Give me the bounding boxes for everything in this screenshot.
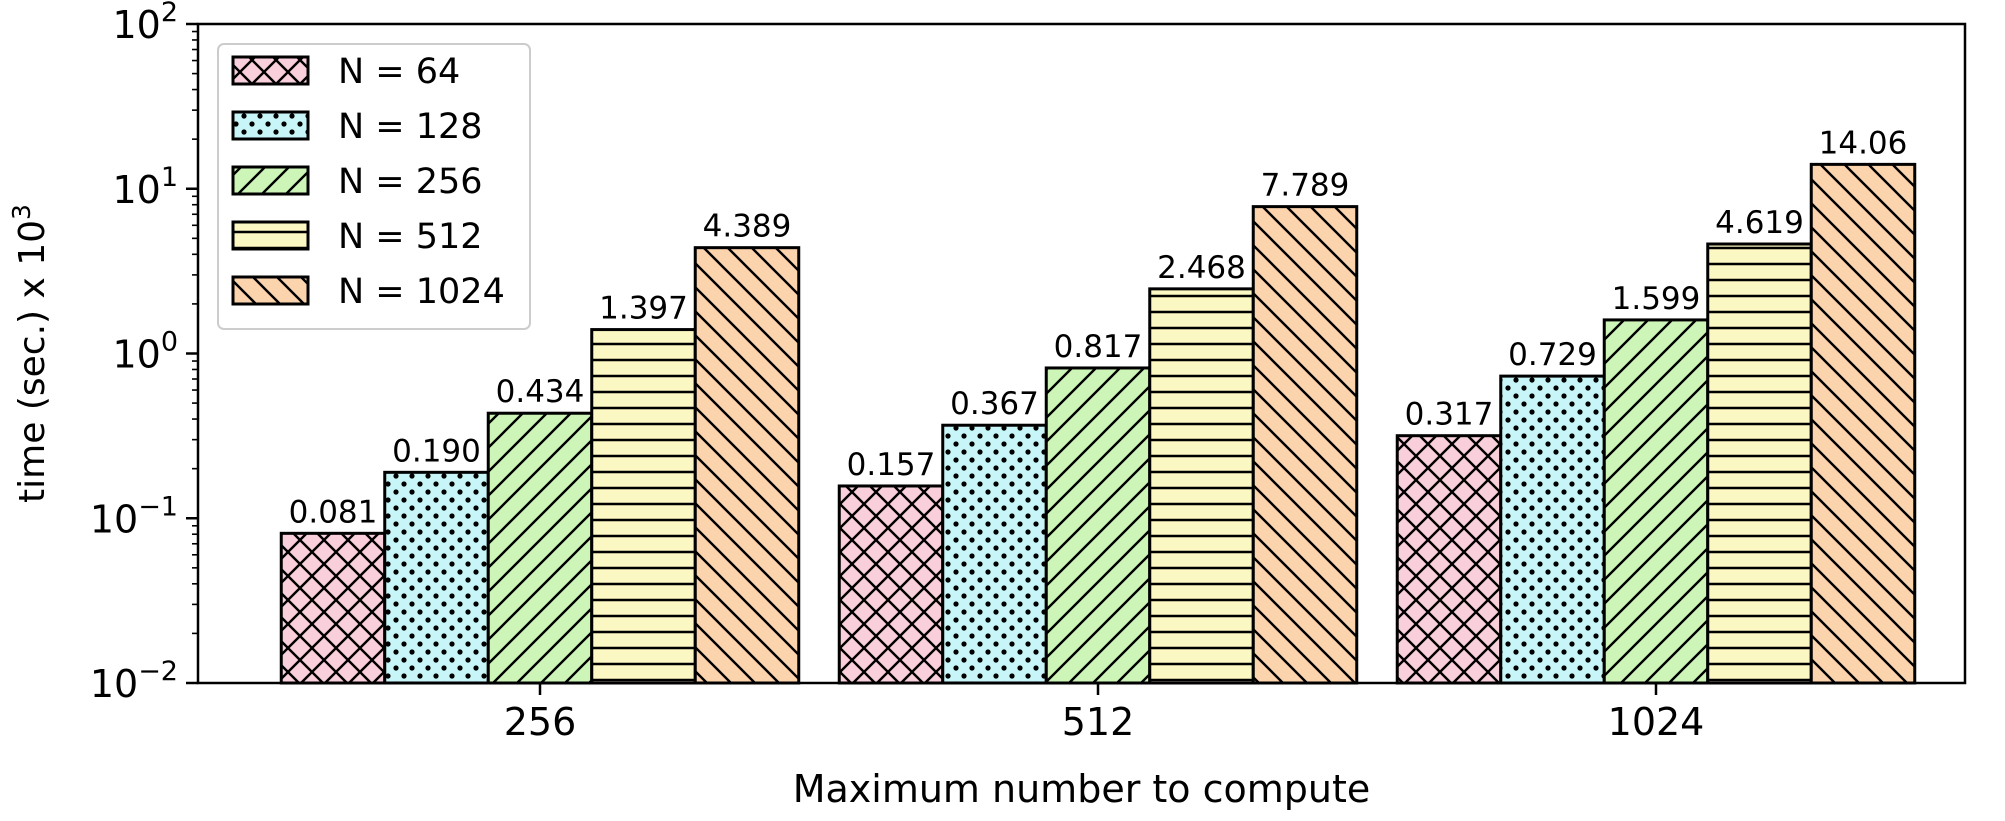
bar-512-series-0 bbox=[837, 484, 945, 685]
bar-512-series-2 bbox=[1044, 366, 1152, 685]
bar-value-label: 0.190 bbox=[392, 433, 481, 469]
bar-256-series-2 bbox=[486, 411, 594, 685]
x-tick-label: 256 bbox=[504, 700, 577, 744]
bar-1024-series-1 bbox=[1499, 374, 1606, 685]
legend-label: N = 64 bbox=[338, 52, 460, 92]
bar-256-series-1 bbox=[383, 470, 490, 685]
bar-value-label: 0.317 bbox=[1405, 397, 1494, 433]
y-tick-label: 102 bbox=[112, 0, 178, 47]
bar-value-label: 0.157 bbox=[847, 447, 936, 483]
x-axis-title: Maximum number to compute bbox=[793, 767, 1371, 811]
y-tick-label: 101 bbox=[112, 162, 178, 212]
bar-value-label: 7.789 bbox=[1261, 168, 1350, 204]
bar-512-series-1 bbox=[941, 423, 1048, 685]
legend-swatch bbox=[231, 110, 310, 141]
bar-value-label: 4.389 bbox=[703, 209, 792, 245]
legend-label: N = 128 bbox=[338, 107, 483, 147]
legend-swatch bbox=[231, 220, 310, 251]
bar-256-series-0 bbox=[279, 531, 387, 685]
y-axis-title-main: time (sec.) x 10 bbox=[12, 220, 53, 503]
y-axis-title-exponent: 3 bbox=[7, 204, 36, 220]
legend-label: N = 1024 bbox=[338, 272, 505, 312]
legend-label: N = 512 bbox=[338, 217, 483, 257]
bar-value-label: 14.06 bbox=[1819, 125, 1908, 161]
legend-swatch bbox=[231, 275, 310, 306]
data-labels-layer: 0.081 0.190 0.434 1.397 4.389 0.157 0.367 0.817… bbox=[289, 125, 1908, 530]
legend-swatch bbox=[231, 165, 310, 196]
legend-label: N = 256 bbox=[338, 162, 483, 202]
x-tick-label: 512 bbox=[1062, 700, 1135, 744]
bar-value-label: 4.619 bbox=[1715, 205, 1804, 241]
bar-value-label: 0.081 bbox=[289, 494, 378, 530]
x-tick-label: 1024 bbox=[1608, 700, 1705, 744]
bar-1024-series-3 bbox=[1706, 242, 1813, 685]
y-tick-label: 10−2 bbox=[90, 656, 178, 706]
bar-512-series-4 bbox=[1251, 205, 1359, 685]
bar-value-label: 0.434 bbox=[496, 374, 585, 410]
bar-value-label: 1.397 bbox=[599, 291, 688, 327]
bars-layer bbox=[279, 162, 1917, 685]
bar-value-label: 0.367 bbox=[950, 386, 1039, 422]
x-axis: 256 512 1024 bbox=[504, 683, 1705, 744]
bar-1024-series-4 bbox=[1809, 162, 1917, 685]
legend-swatch bbox=[231, 55, 310, 86]
bar-value-label: 0.729 bbox=[1508, 337, 1597, 373]
bar-value-label: 0.817 bbox=[1054, 329, 1143, 365]
bar-value-label: 1.599 bbox=[1612, 281, 1701, 317]
bar-value-label: 2.468 bbox=[1157, 250, 1246, 286]
y-axis: 10−2 10−1 100 101 102 bbox=[90, 0, 198, 706]
bar-1024-series-0 bbox=[1395, 434, 1503, 685]
legend: N = 64 N = 128 N = 256 N = 512 N = 1024 bbox=[217, 43, 531, 330]
bar-512-series-3 bbox=[1148, 287, 1255, 685]
bar-256-series-3 bbox=[590, 328, 697, 685]
y-axis-title: time (sec.) x 103 bbox=[7, 204, 53, 503]
y-tick-label: 10−1 bbox=[90, 491, 178, 541]
bar-256-series-4 bbox=[693, 246, 801, 685]
y-tick-label: 100 bbox=[112, 327, 178, 377]
bar-1024-series-2 bbox=[1602, 318, 1710, 685]
